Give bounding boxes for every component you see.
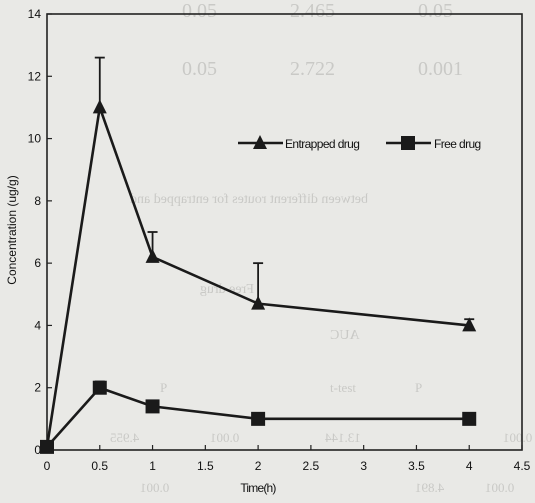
data-point — [92, 380, 107, 395]
bleed-cell: 0.05 — [182, 0, 217, 22]
x-tick-label: 1.5 — [197, 459, 214, 473]
bleed-cell: 2.465 — [290, 0, 335, 22]
y-axis: 0 2 4 6 8 10 12 14 — [28, 7, 52, 457]
data-point — [462, 317, 477, 332]
bleed-cell: P — [160, 380, 168, 395]
x-tick-label: 3.5 — [408, 459, 425, 473]
legend-marker — [401, 136, 415, 150]
x-tick-label: 3 — [360, 459, 367, 473]
x-tick-label: 1 — [149, 459, 156, 473]
data-point — [145, 399, 160, 414]
y-tick-label: 12 — [28, 69, 42, 83]
data-point — [145, 248, 160, 263]
x-tick-label: 2 — [255, 459, 262, 473]
y-tick-label: 6 — [34, 256, 41, 270]
x-axis-label: Time(h) — [240, 481, 276, 495]
x-tick-label: 0.5 — [91, 459, 108, 473]
bleed-cell: 0.001 — [418, 58, 463, 80]
x-tick-label: 4.5 — [514, 459, 531, 473]
legend-label: Free drug — [434, 137, 481, 151]
data-point — [251, 295, 266, 310]
bleed-cell: P — [415, 380, 423, 395]
bleed-cell: 0.05 — [182, 58, 217, 80]
legend: Entrapped drug Free drug — [238, 135, 481, 151]
y-tick-label: 14 — [28, 7, 42, 21]
bleed-cell: 2.722 — [290, 58, 335, 80]
series-layer — [40, 56, 477, 454]
y-axis-label: Concentration (ug/g) — [5, 175, 19, 284]
x-tick-label: 2.5 — [303, 459, 320, 473]
plot-area — [46, 13, 523, 451]
data-point — [462, 411, 477, 426]
legend-marker — [253, 135, 267, 149]
plot-border — [46, 13, 523, 451]
y-tick-label: 8 — [34, 194, 41, 208]
data-point — [92, 99, 107, 114]
y-tick-label: 2 — [34, 381, 41, 395]
bleed-cell: 0.05 — [418, 0, 453, 22]
y-tick-label: 10 — [28, 132, 42, 146]
bleed-cell: t-test — [330, 380, 356, 395]
legend-label: Entrapped drug — [285, 137, 359, 151]
y-tick-label: 4 — [34, 318, 41, 332]
data-point — [40, 439, 54, 454]
data-point — [251, 411, 266, 426]
series-free-drug — [40, 380, 477, 454]
x-tick-label: 0 — [44, 459, 51, 473]
y-tick-label: 0 — [34, 443, 41, 457]
x-tick-label: 4 — [466, 459, 473, 473]
